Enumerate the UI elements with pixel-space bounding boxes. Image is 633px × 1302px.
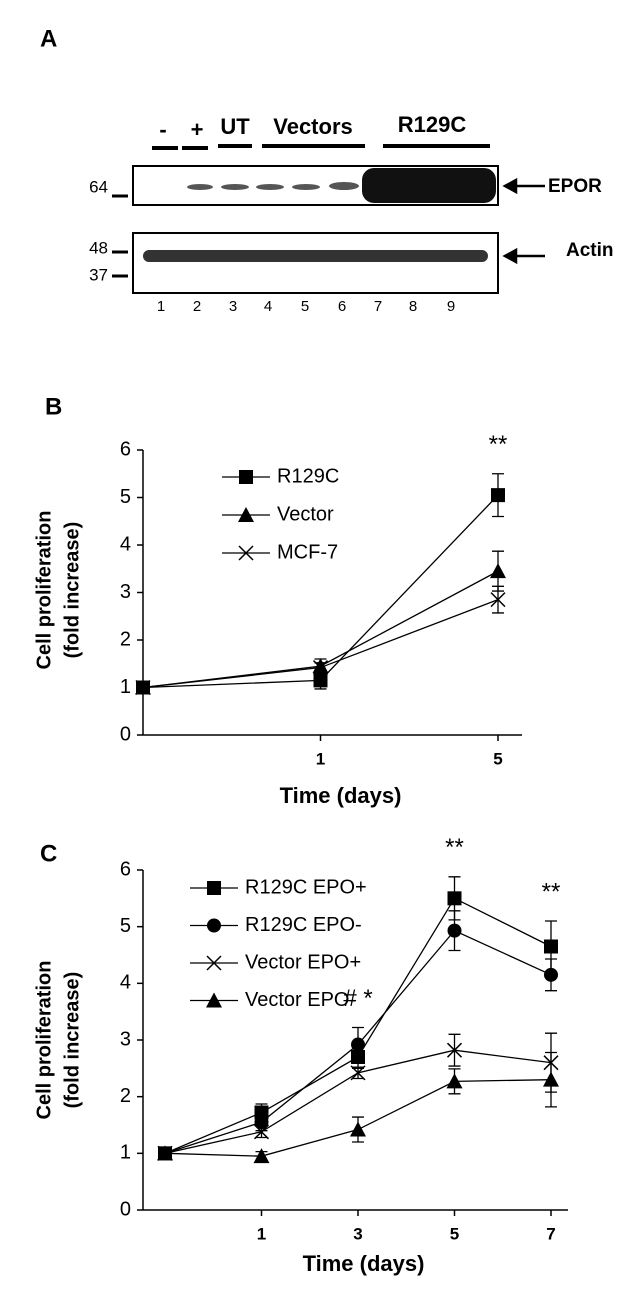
legend-label: R129C EPO+ bbox=[245, 876, 367, 898]
x-tick-label: 3 bbox=[353, 1224, 362, 1243]
lane-number: 3 bbox=[229, 298, 237, 315]
annotation: ** bbox=[489, 431, 508, 458]
panel-label: C bbox=[40, 840, 57, 867]
mw-marker: 48 bbox=[89, 238, 108, 257]
group-label: R129C bbox=[398, 112, 467, 137]
y-axis-label: (fold increase) bbox=[61, 522, 83, 659]
marker bbox=[491, 488, 505, 503]
lane-number: 8 bbox=[409, 298, 417, 315]
marker bbox=[206, 955, 222, 971]
legend-label: Vector bbox=[277, 503, 334, 525]
y-tick-label: 3 bbox=[120, 581, 131, 603]
legend-label: Vector EPO+ bbox=[245, 951, 361, 973]
marker bbox=[207, 918, 221, 933]
y-tick-label: 6 bbox=[120, 858, 131, 880]
annotation: ** bbox=[445, 834, 464, 861]
legend-label: R129C EPO- bbox=[245, 914, 362, 936]
x-tick-label: 1 bbox=[316, 749, 325, 768]
marker bbox=[446, 1042, 463, 1058]
mw-marker: 37 bbox=[89, 265, 108, 284]
legend-label: Vector EPO- bbox=[245, 989, 356, 1011]
group-label: - bbox=[159, 117, 166, 142]
marker bbox=[544, 967, 558, 982]
y-tick-label: 5 bbox=[120, 486, 131, 508]
marker bbox=[544, 939, 558, 954]
marker bbox=[313, 673, 328, 688]
y-axis-label: Cell proliferation bbox=[33, 511, 55, 670]
protein-label: EPOR bbox=[548, 176, 602, 197]
marker bbox=[207, 881, 221, 895]
marker bbox=[157, 1145, 173, 1161]
x-tick-label: 7 bbox=[546, 1224, 555, 1243]
marker bbox=[490, 563, 506, 579]
x-axis-label: Time (days) bbox=[303, 1251, 425, 1276]
y-tick-label: 1 bbox=[120, 676, 131, 698]
marker bbox=[238, 545, 254, 561]
y-tick-label: 4 bbox=[120, 533, 131, 555]
y-axis-label: (fold increase) bbox=[61, 972, 83, 1109]
lane-number: 4 bbox=[264, 298, 272, 315]
marker bbox=[135, 679, 151, 696]
marker bbox=[543, 1071, 559, 1087]
lane-number: 1 bbox=[157, 298, 165, 315]
lane-number: 2 bbox=[193, 298, 201, 315]
marker bbox=[312, 660, 329, 676]
y-tick-label: 1 bbox=[120, 1142, 131, 1164]
y-tick-label: 5 bbox=[120, 915, 131, 937]
y-axis-label: Cell proliferation bbox=[33, 961, 55, 1120]
marker bbox=[206, 992, 222, 1008]
marker bbox=[351, 1037, 365, 1052]
panel-label: B bbox=[45, 393, 62, 420]
marker bbox=[447, 923, 462, 938]
marker bbox=[254, 1105, 269, 1120]
marker bbox=[253, 1124, 270, 1140]
y-tick-label: 2 bbox=[120, 628, 131, 650]
marker bbox=[490, 592, 506, 608]
marker bbox=[446, 1073, 463, 1089]
lane-number: 6 bbox=[338, 298, 346, 315]
x-tick-label: 5 bbox=[450, 1224, 459, 1243]
group-label: + bbox=[191, 117, 204, 142]
epor-bands bbox=[187, 168, 496, 203]
x-axis-label: Time (days) bbox=[280, 783, 402, 808]
marker bbox=[253, 1148, 270, 1164]
legend-label: MCF-7 bbox=[277, 541, 338, 563]
series-line bbox=[164, 897, 552, 1154]
marker bbox=[350, 1121, 366, 1137]
marker bbox=[238, 507, 254, 522]
panel-label: A bbox=[40, 25, 57, 52]
y-tick-label: 0 bbox=[120, 723, 131, 745]
x-tick-label: 1 bbox=[257, 1224, 266, 1243]
marker bbox=[350, 1065, 366, 1081]
blot-actin bbox=[132, 232, 499, 294]
group-label: UT bbox=[220, 114, 250, 139]
mw-ticks bbox=[112, 194, 128, 278]
y-tick-label: 4 bbox=[120, 972, 131, 994]
x-tick-label: 5 bbox=[493, 749, 502, 768]
y-tick-label: 2 bbox=[120, 1085, 131, 1107]
y-tick-label: 0 bbox=[120, 1198, 131, 1220]
annotation: ** bbox=[542, 878, 561, 905]
mw-marker: 64 bbox=[89, 177, 108, 196]
group-underlines bbox=[152, 144, 490, 150]
lane-number: 5 bbox=[301, 298, 309, 315]
arrows bbox=[502, 177, 545, 265]
annotation: # * bbox=[343, 985, 372, 1012]
protein-label: Actin bbox=[566, 240, 614, 261]
group-label: Vectors bbox=[273, 114, 353, 139]
y-tick-label: 3 bbox=[120, 1028, 131, 1050]
y-tick-label: 6 bbox=[120, 438, 131, 460]
marker bbox=[447, 891, 462, 906]
lane-number: 9 bbox=[447, 298, 455, 315]
legend-label: R129C bbox=[277, 465, 339, 487]
lane-number: 7 bbox=[374, 298, 382, 315]
marker bbox=[239, 470, 253, 484]
actin-band bbox=[143, 250, 488, 262]
